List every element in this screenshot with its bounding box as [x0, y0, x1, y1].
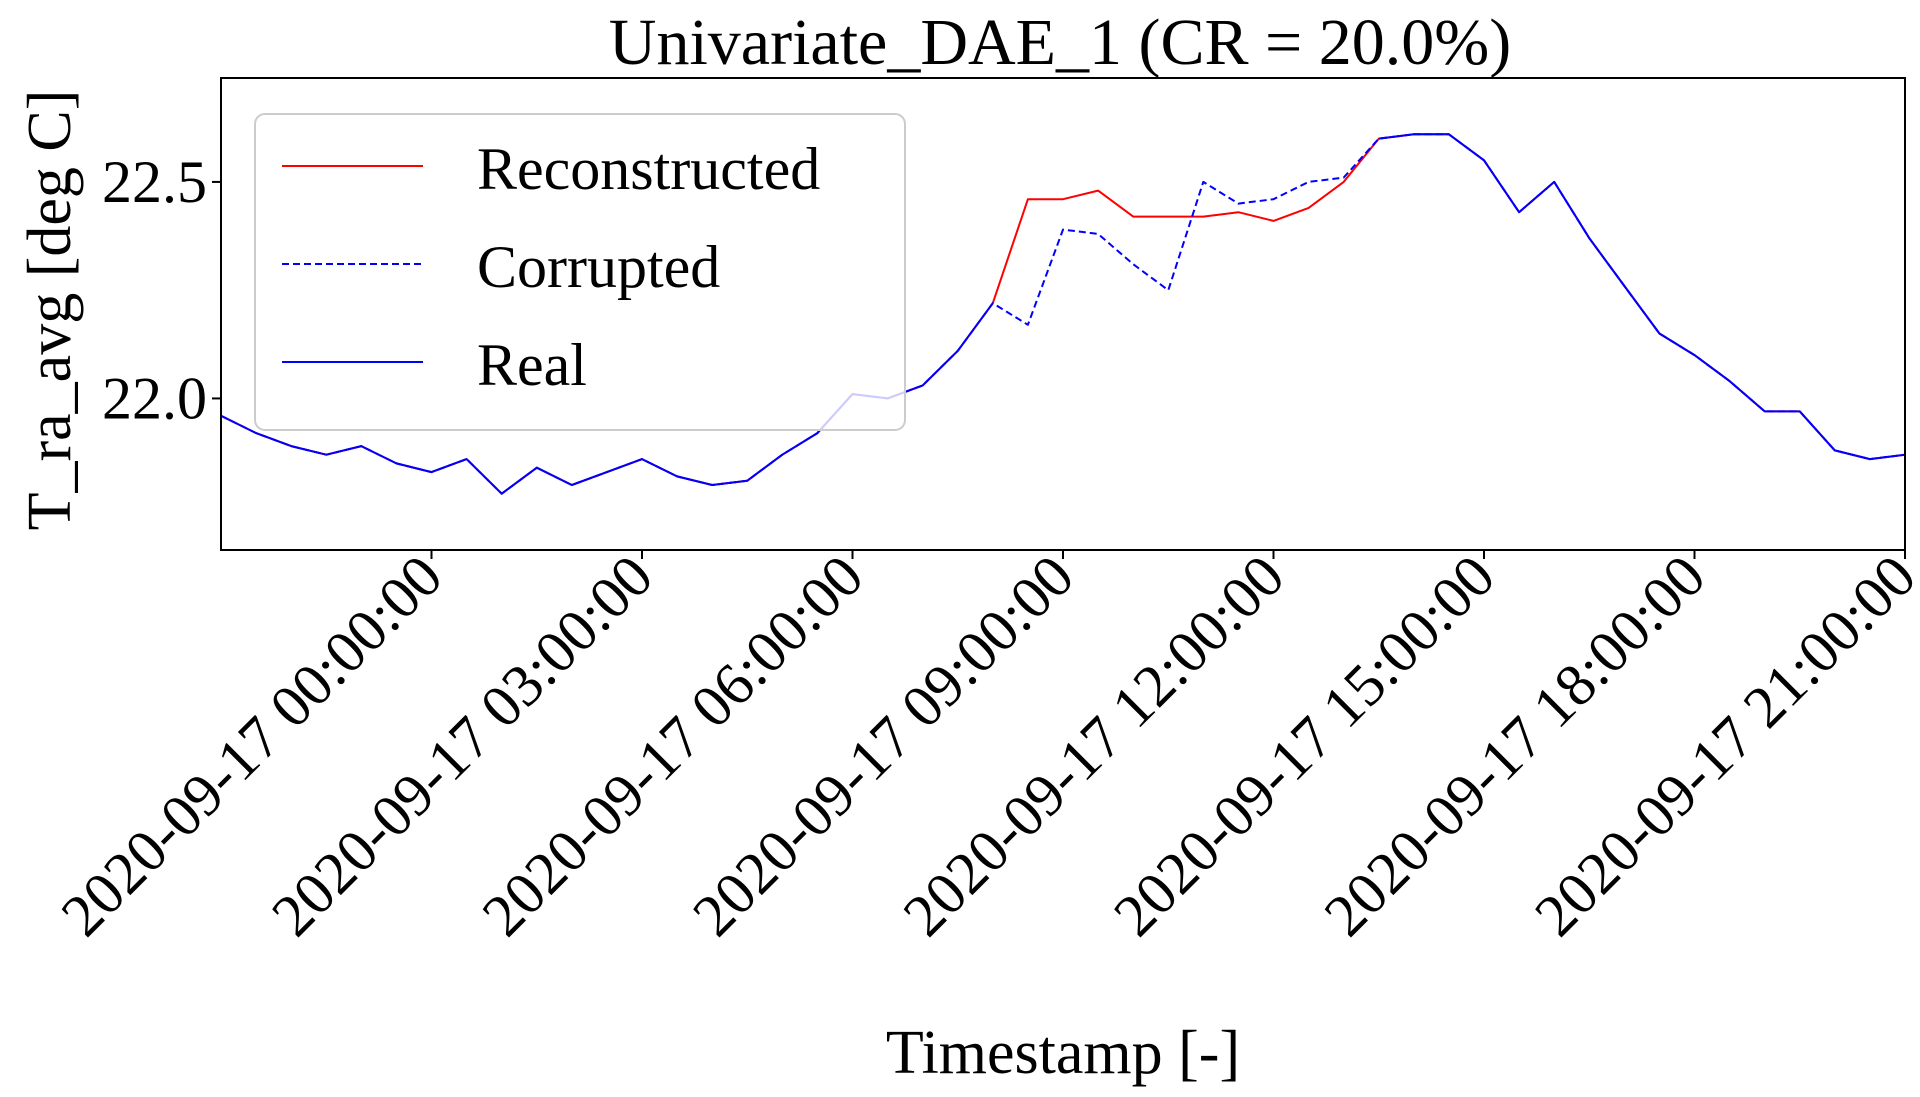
y-axis-label: T_ra_avg [deg C]	[16, 90, 84, 531]
series-layer	[221, 133, 1905, 495]
y-tick-label: 22.0	[102, 365, 207, 431]
x-tick-label: 2020-09-17 21:00:00	[1522, 543, 1920, 949]
y-tick-label: 22.5	[102, 149, 207, 215]
legend-label-reconstructed: Reconstructed	[477, 136, 820, 202]
x-tick-label: 2020-09-17 09:00:00	[680, 543, 1086, 949]
chart-title: Univariate_DAE_1 (CR = 20.0%)	[609, 6, 1511, 79]
x-tick-label: 2020-09-17 12:00:00	[891, 543, 1297, 949]
y-ticks: 22.0 22.5	[102, 149, 221, 431]
x-tick-label: 2020-09-17 03:00:00	[259, 543, 665, 949]
x-tick-label: 2020-09-17 18:00:00	[1312, 543, 1718, 949]
x-tick-label: 2020-09-17 06:00:00	[470, 543, 876, 949]
legend-label-corrupted: Corrupted	[477, 234, 720, 300]
legend: Reconstructed Corrupted Real	[254, 113, 906, 431]
legend-frame	[254, 113, 906, 431]
x-tick-label: 2020-09-17 00:00:00	[49, 543, 455, 949]
x-tick-label: 2020-09-17 15:00:00	[1101, 543, 1507, 949]
legend-label-real: Real	[477, 332, 587, 398]
x-axis-label: Timestamp [-]	[886, 1019, 1240, 1087]
